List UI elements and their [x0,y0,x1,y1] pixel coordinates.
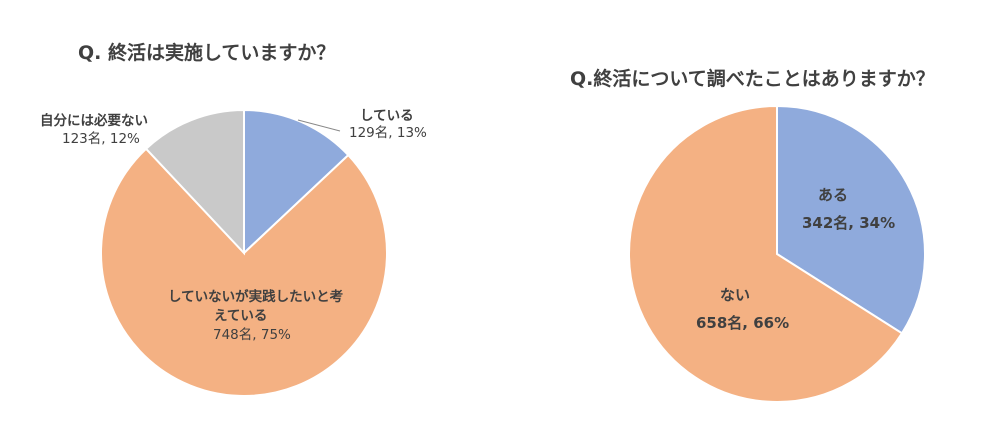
label-shiteiru-count: 129名, 13% [349,125,427,141]
pie-2-slice-1 [628,104,904,403]
label-fuyou-count: 123名, 12% [62,131,140,147]
pie-chart-2: Q.終活について調べたことはありますか？ ある 342名, 34% ない 658… [570,67,935,403]
label-aru-name: ある [818,186,848,204]
label-fuyou-name: 自分には必要ない [40,112,148,129]
pie-2-slices [628,104,926,403]
chart-2-title: Q.終活について調べたことはありますか？ [570,67,935,90]
label-nai-count: 658名, 66% [696,314,789,332]
chart-1-title: Q. 終活は実施していますか？ [78,41,335,64]
leader-line-shiteiru [297,119,341,132]
pie-1-slice-1 [100,147,388,397]
label-jissen-name-line2: えている [214,308,267,324]
label-jissen-name-line1: していないが実践したいと考 [168,288,343,305]
label-aru-count: 342名, 34% [802,214,895,232]
pie-1-slices [100,108,388,397]
pie-chart-1: Q. 終活は実施していますか？ している 129名, 13% 自分には必要ない … [40,41,427,397]
label-shiteiru-name: している [360,108,414,124]
pie-1-slice-0 [243,108,350,256]
label-jissen-count: 748名, 75% [213,327,291,343]
pie-1-slice-2 [144,108,245,256]
label-nai-name: ない [720,286,750,304]
